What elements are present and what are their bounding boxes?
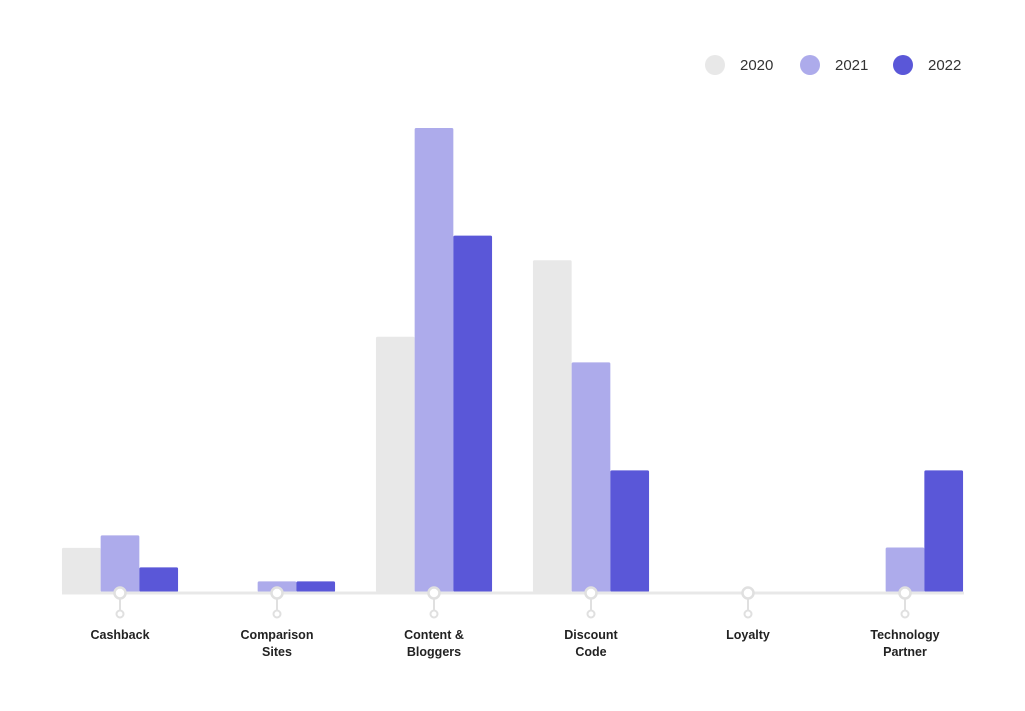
x-tick-label-discount-code: Discount Code <box>564 628 618 659</box>
legend-item-2020: 2020 <box>705 55 773 75</box>
legend-swatch <box>893 55 913 75</box>
bar-discount-code-2020 <box>532 260 572 592</box>
bar-content-bloggers-2022 <box>453 235 493 592</box>
bar-cashback-2022 <box>139 567 179 592</box>
legend-swatch <box>705 55 725 75</box>
x-tick-marker <box>113 586 127 619</box>
x-tick-marker <box>427 586 441 619</box>
bar-discount-code-2021 <box>571 362 611 592</box>
legend-label: 2020 <box>740 57 773 74</box>
x-tick-marker <box>270 586 284 619</box>
bar-cashback-2020 <box>61 547 101 592</box>
legend-label: 2022 <box>928 57 961 74</box>
x-tick-label-comparison-sites: Comparison Sites <box>241 628 314 659</box>
x-tick-label-technology-partner: Technology Partner <box>870 628 939 659</box>
x-tick-label-content-bloggers: Content & Bloggers <box>404 628 464 659</box>
x-tick-marker <box>584 586 598 619</box>
legend-item-2021: 2021 <box>800 55 868 75</box>
bar-discount-code-2022 <box>610 470 650 592</box>
x-tick-label-loyalty: Loyalty <box>726 628 770 642</box>
legend-label: 2021 <box>835 57 868 74</box>
bar-comparison-sites-2022 <box>296 581 336 592</box>
bar-technology-partner-2022 <box>924 470 964 592</box>
x-tick-label-cashback: Cashback <box>90 628 149 642</box>
legend-item-2022: 2022 <box>893 55 961 75</box>
bar-content-bloggers-2021 <box>414 128 454 592</box>
x-tick-marker <box>898 586 912 619</box>
legend: 2020 2021 2022 <box>705 55 961 75</box>
bar-cashback-2021 <box>100 535 140 592</box>
category-labels: Cashback Comparison Sites Content & Bloggers… <box>90 628 939 659</box>
x-axis <box>62 586 964 619</box>
bar-technology-partner-2021 <box>885 547 925 592</box>
x-tick-marker <box>741 586 755 619</box>
bar-group <box>61 128 964 592</box>
bar-content-bloggers-2020 <box>375 336 415 592</box>
legend-swatch <box>800 55 820 75</box>
